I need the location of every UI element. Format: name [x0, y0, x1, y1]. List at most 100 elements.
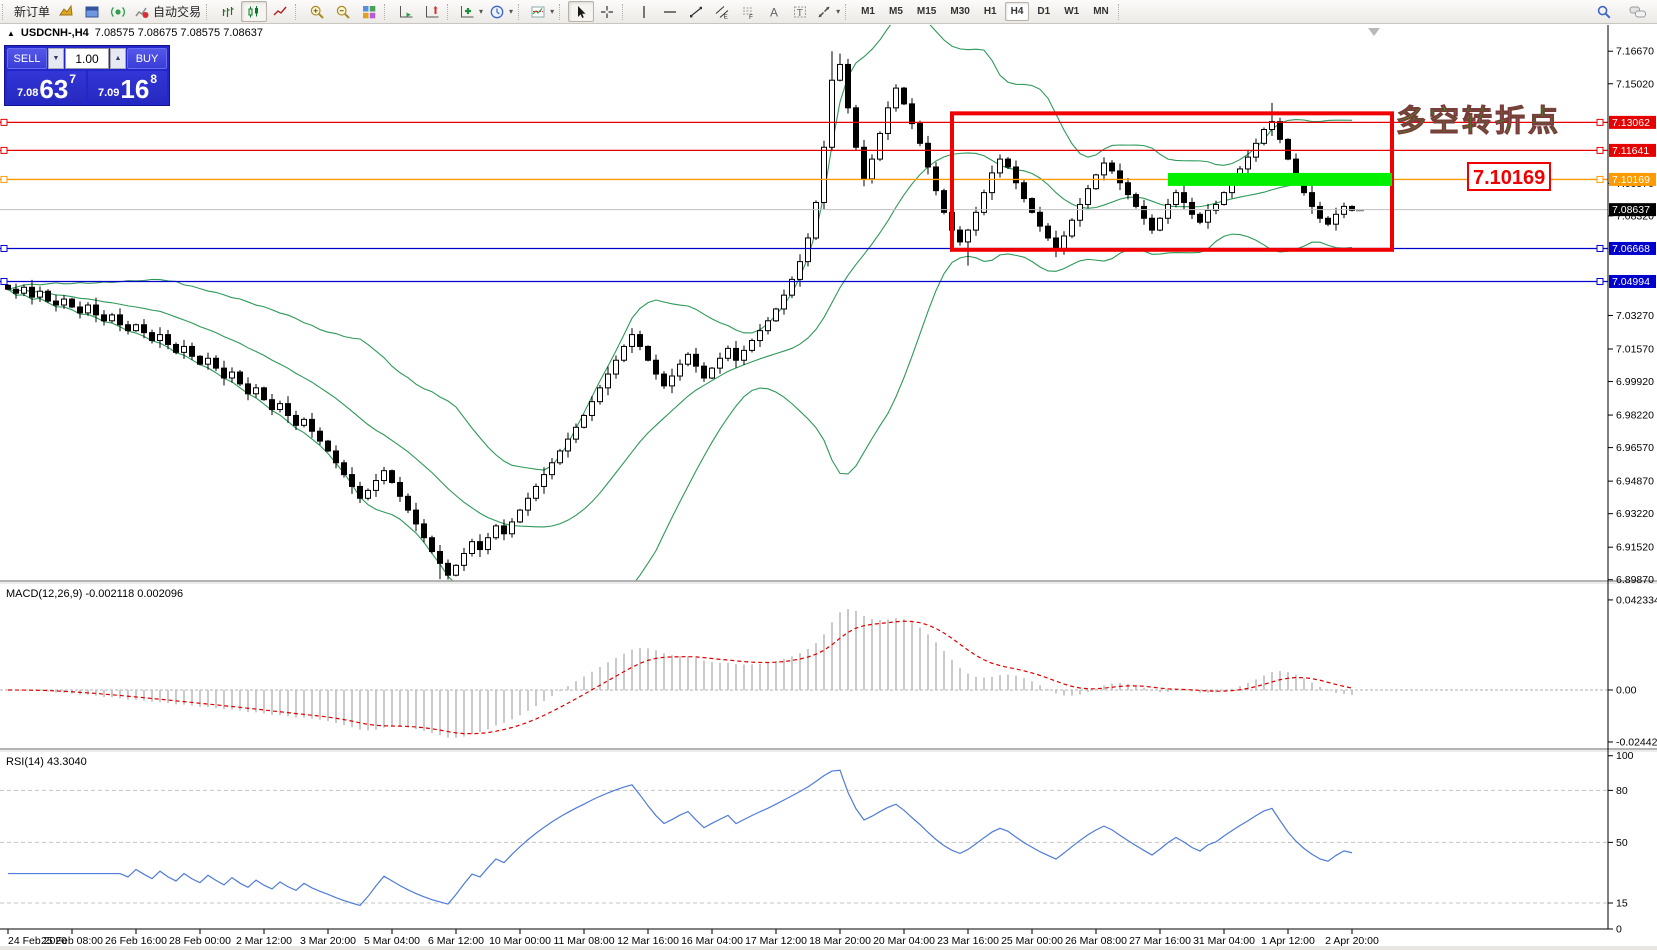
timeframe-h4[interactable]: H4: [1004, 2, 1030, 21]
toolbar-grip[interactable]: [559, 3, 564, 20]
toolbar-grip[interactable]: [1117, 3, 1123, 20]
collapse-triangle-icon[interactable]: ▲: [7, 28, 15, 38]
line-anchor[interactable]: [1596, 244, 1604, 252]
candle-body: [429, 537, 435, 553]
chat-button[interactable]: [1625, 1, 1651, 22]
buy-price-big: 16: [120, 74, 150, 104]
chart-shift-button[interactable]: [419, 1, 445, 22]
timeframe-w1[interactable]: W1: [1064, 6, 1080, 17]
line-anchor[interactable]: [1596, 118, 1604, 126]
timeframe-h1[interactable]: H1: [983, 6, 997, 17]
symbol-ohlc: 7.08575 7.08675 7.08575 7.08637: [94, 27, 263, 39]
cursor-button[interactable]: [568, 1, 595, 22]
candle-body: [365, 489, 371, 499]
timeframe-m5[interactable]: M5: [889, 6, 903, 17]
navigator-button[interactable]: [79, 1, 105, 22]
candle-body: [917, 123, 923, 144]
indicators-button[interactable]: ▾: [456, 1, 486, 22]
sell-button[interactable]: SELL: [7, 48, 47, 69]
macd-tick-label: -0.02442: [1616, 736, 1657, 748]
turning-point-annotation[interactable]: 多空转折点: [1396, 105, 1561, 139]
candle-body: [629, 334, 635, 347]
toolbar-grip[interactable]: [295, 3, 300, 20]
toolbar-grip[interactable]: [384, 3, 389, 20]
timeframe-d1[interactable]: D1: [1037, 6, 1051, 17]
market-watch-button[interactable]: [53, 1, 79, 22]
sell-price-display[interactable]: 7.08 63 7: [7, 71, 86, 103]
toolbar-grip[interactable]: [518, 3, 523, 20]
line-anchor[interactable]: [0, 118, 8, 126]
fibonacci-button[interactable]: F: [735, 1, 761, 22]
volume-input[interactable]: [65, 48, 109, 69]
line-anchor[interactable]: [0, 277, 8, 285]
horizontal-line-button[interactable]: [657, 1, 683, 22]
buy-button[interactable]: BUY: [127, 48, 167, 69]
toolbar-grip[interactable]: [447, 3, 452, 20]
dropdown-arrow-icon: ▾: [479, 7, 484, 16]
toolbar-grip[interactable]: [845, 3, 850, 20]
price-callout-box[interactable]: [1467, 162, 1551, 191]
scroll-to-end-icon[interactable]: [1368, 28, 1380, 36]
candlesticks-button[interactable]: [241, 1, 268, 22]
line-anchor[interactable]: [0, 244, 8, 252]
new-order-button[interactable]: 新订单: [11, 1, 53, 22]
horizontal-line-7.04994[interactable]: [0, 277, 1608, 285]
candle-body: [493, 525, 499, 539]
line-anchor[interactable]: [0, 175, 8, 183]
vertical-line-button[interactable]: [631, 1, 657, 22]
autotrading-button[interactable]: 自动交易: [131, 1, 204, 22]
macd-tick-label: 0.00: [1616, 685, 1637, 697]
buy-price-display[interactable]: 7.09 16 8: [88, 71, 167, 103]
candle-body: [45, 290, 51, 302]
auto-scroll-button[interactable]: [393, 1, 419, 22]
candle-body: [85, 304, 91, 314]
timeframe-m30[interactable]: M30: [950, 6, 970, 17]
crosshair-button[interactable]: [594, 1, 620, 22]
candle-body: [93, 304, 99, 316]
templates-button[interactable]: ▾: [527, 1, 557, 22]
trendline-button[interactable]: [683, 1, 709, 22]
text-button[interactable]: A: [761, 1, 787, 22]
price-axis[interactable]: 7.166707.150207.099707.083207.032707.015…: [1608, 46, 1657, 936]
zoom-in-button[interactable]: [304, 1, 330, 22]
toolbar-grip[interactable]: [2, 3, 7, 20]
timeframe-mn[interactable]: MN: [1093, 6, 1109, 17]
toolbar-grip[interactable]: [206, 3, 211, 20]
line-anchor[interactable]: [1596, 277, 1604, 285]
macd-indicator: [0, 609, 1608, 738]
channel-button[interactable]: E: [709, 1, 735, 22]
candle-body: [149, 332, 155, 342]
toolbar-grip[interactable]: [622, 3, 627, 20]
tile-windows-icon: [361, 4, 377, 20]
zoom-out-button[interactable]: [330, 1, 356, 22]
tile-windows-button[interactable]: [356, 1, 382, 22]
horizontal-line-7.11641[interactable]: [0, 146, 1608, 154]
candle-body: [285, 403, 291, 416]
candle-body: [957, 229, 963, 243]
price-callout-text: 7.10169: [1473, 167, 1545, 189]
line-anchor[interactable]: [1596, 146, 1604, 154]
timeframe-m1[interactable]: M1: [861, 6, 875, 17]
line-anchor[interactable]: [1596, 175, 1604, 183]
candle-body: [741, 349, 747, 361]
timeframe-m15[interactable]: M15: [916, 6, 937, 17]
volume-decrease-button[interactable]: ▼: [48, 48, 64, 69]
periods-button[interactable]: ▾: [486, 1, 516, 22]
volume-increase-button[interactable]: ▲: [110, 48, 126, 69]
horizontal-line-7.13062[interactable]: [0, 118, 1608, 126]
candle-body: [277, 403, 283, 411]
signals-button[interactable]: [105, 1, 131, 22]
line-chart-icon: [272, 4, 288, 20]
line-anchor[interactable]: [0, 146, 8, 154]
arrows-button[interactable]: ▾: [813, 1, 843, 22]
candle-body: [861, 146, 867, 180]
line-chart-button[interactable]: [267, 1, 293, 22]
candle-body: [333, 450, 339, 464]
candle-body: [157, 334, 163, 342]
bar-chart-button[interactable]: [215, 1, 241, 22]
search-button[interactable]: [1591, 1, 1617, 22]
green-band-annotation[interactable]: [1168, 172, 1392, 186]
label-button[interactable]: T: [787, 1, 813, 22]
